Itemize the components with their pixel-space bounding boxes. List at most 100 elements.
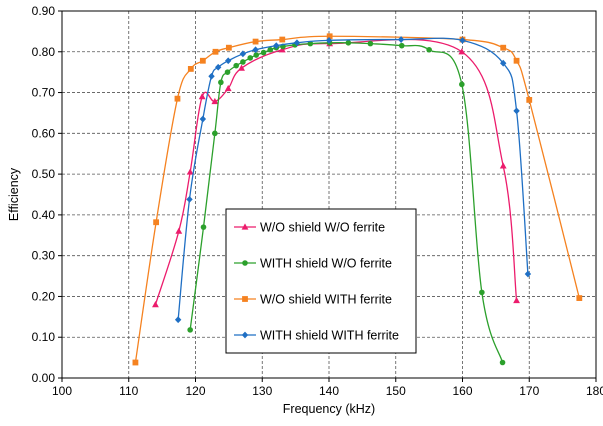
series-4 <box>174 36 532 324</box>
data-point <box>526 96 533 103</box>
legend-label: W/O shield WITH ferrite <box>260 293 392 307</box>
data-point <box>325 36 333 44</box>
x-tick-label: 180 <box>586 384 603 398</box>
y-tick-label: 0.10 <box>32 330 56 344</box>
y-axis-label: Efficiency <box>7 167 21 221</box>
data-point <box>500 59 507 67</box>
x-tick-label: 160 <box>452 384 472 398</box>
data-point <box>239 50 247 58</box>
data-point <box>152 301 159 308</box>
data-point <box>186 195 193 203</box>
y-tick-label: 0.70 <box>32 86 56 100</box>
data-point <box>252 46 259 54</box>
data-point <box>175 227 183 234</box>
y-tick-label: 0.20 <box>32 289 56 303</box>
data-point <box>326 33 333 40</box>
data-point <box>199 57 206 64</box>
data-point <box>218 79 224 86</box>
data-point <box>212 130 218 137</box>
data-point <box>278 46 286 53</box>
data-point <box>500 44 507 51</box>
data-point <box>367 40 374 47</box>
x-axis-label: Frequency (kHz) <box>283 402 375 416</box>
x-tick-label: 170 <box>519 384 539 398</box>
x-tick-label: 140 <box>319 384 339 398</box>
data-point <box>247 55 254 61</box>
data-point <box>198 93 206 100</box>
data-point <box>499 162 507 169</box>
legend-label: W/O shield W/O ferrite <box>260 221 385 235</box>
data-point <box>426 46 432 53</box>
legend-item: W/O shield WITH ferrite <box>234 293 392 307</box>
data-point <box>576 295 583 301</box>
legend-box <box>225 208 417 354</box>
data-point <box>200 224 207 230</box>
legend-label: WITH shield W/O ferrite <box>260 257 392 271</box>
data-point <box>279 36 286 43</box>
data-point <box>293 39 301 47</box>
data-point <box>238 64 245 71</box>
legend-item: W/O shield W/O ferrite <box>234 221 385 235</box>
data-point <box>273 42 280 50</box>
data-point <box>513 296 520 304</box>
data-point <box>233 62 240 69</box>
data-point <box>187 327 193 333</box>
data-point <box>252 38 259 45</box>
data-point <box>513 57 520 64</box>
data-point <box>499 359 506 366</box>
data-point <box>253 52 260 58</box>
data-point <box>132 359 139 366</box>
x-tick-label: 120 <box>185 384 205 398</box>
data-point <box>479 289 485 296</box>
data-point <box>398 42 405 49</box>
legend-label: WITH shield WITH ferrite <box>260 329 399 343</box>
data-point <box>267 46 274 53</box>
series-layer <box>132 33 583 366</box>
data-point <box>214 63 222 71</box>
data-point <box>174 95 181 102</box>
y-tick-label: 0.00 <box>32 371 56 385</box>
data-point <box>240 59 246 65</box>
x-tick-label: 130 <box>252 384 272 398</box>
legend-swatch-marker <box>241 223 249 230</box>
data-point <box>153 219 160 226</box>
y-tick-label: 0.30 <box>32 249 56 263</box>
data-point <box>187 66 194 72</box>
legend: W/O shield W/O ferrite WITH shield W/O fe… <box>225 208 417 354</box>
data-point <box>225 57 232 65</box>
data-point <box>459 81 465 88</box>
data-point <box>225 44 232 51</box>
data-point <box>307 40 314 47</box>
data-point <box>397 36 405 43</box>
data-point <box>224 69 231 75</box>
y-tick-label: 0.50 <box>32 167 56 181</box>
series-1 <box>152 38 520 308</box>
data-point <box>174 316 182 324</box>
y-tick-label: 0.80 <box>32 45 56 59</box>
x-tick-label: 100 <box>52 384 72 398</box>
legend-swatch-marker <box>242 260 248 266</box>
y-tick-label: 0.40 <box>32 208 56 222</box>
data-point <box>513 107 520 115</box>
legend-swatch-marker <box>241 331 249 339</box>
tick-labels: 100 110 120 130 140 150 160 170 180 0.00 0.10 0.20 0… <box>32 4 603 398</box>
series-3 <box>132 33 583 366</box>
data-point <box>212 48 219 55</box>
legend-swatch-marker <box>242 296 248 302</box>
legend-item: WITH shield W/O ferrite <box>234 257 392 271</box>
data-point <box>524 270 532 278</box>
data-point <box>211 97 219 105</box>
series-line <box>177 37 529 320</box>
legend-item: WITH shield WITH ferrite <box>234 329 399 343</box>
x-tick-label: 150 <box>386 384 406 398</box>
data-point <box>459 36 466 44</box>
y-tick-label: 0.90 <box>32 4 56 18</box>
data-point <box>224 84 232 92</box>
data-point <box>199 115 207 123</box>
x-tick-label: 110 <box>119 384 138 398</box>
data-point <box>186 168 194 175</box>
data-point <box>345 40 352 46</box>
data-point <box>260 49 267 56</box>
